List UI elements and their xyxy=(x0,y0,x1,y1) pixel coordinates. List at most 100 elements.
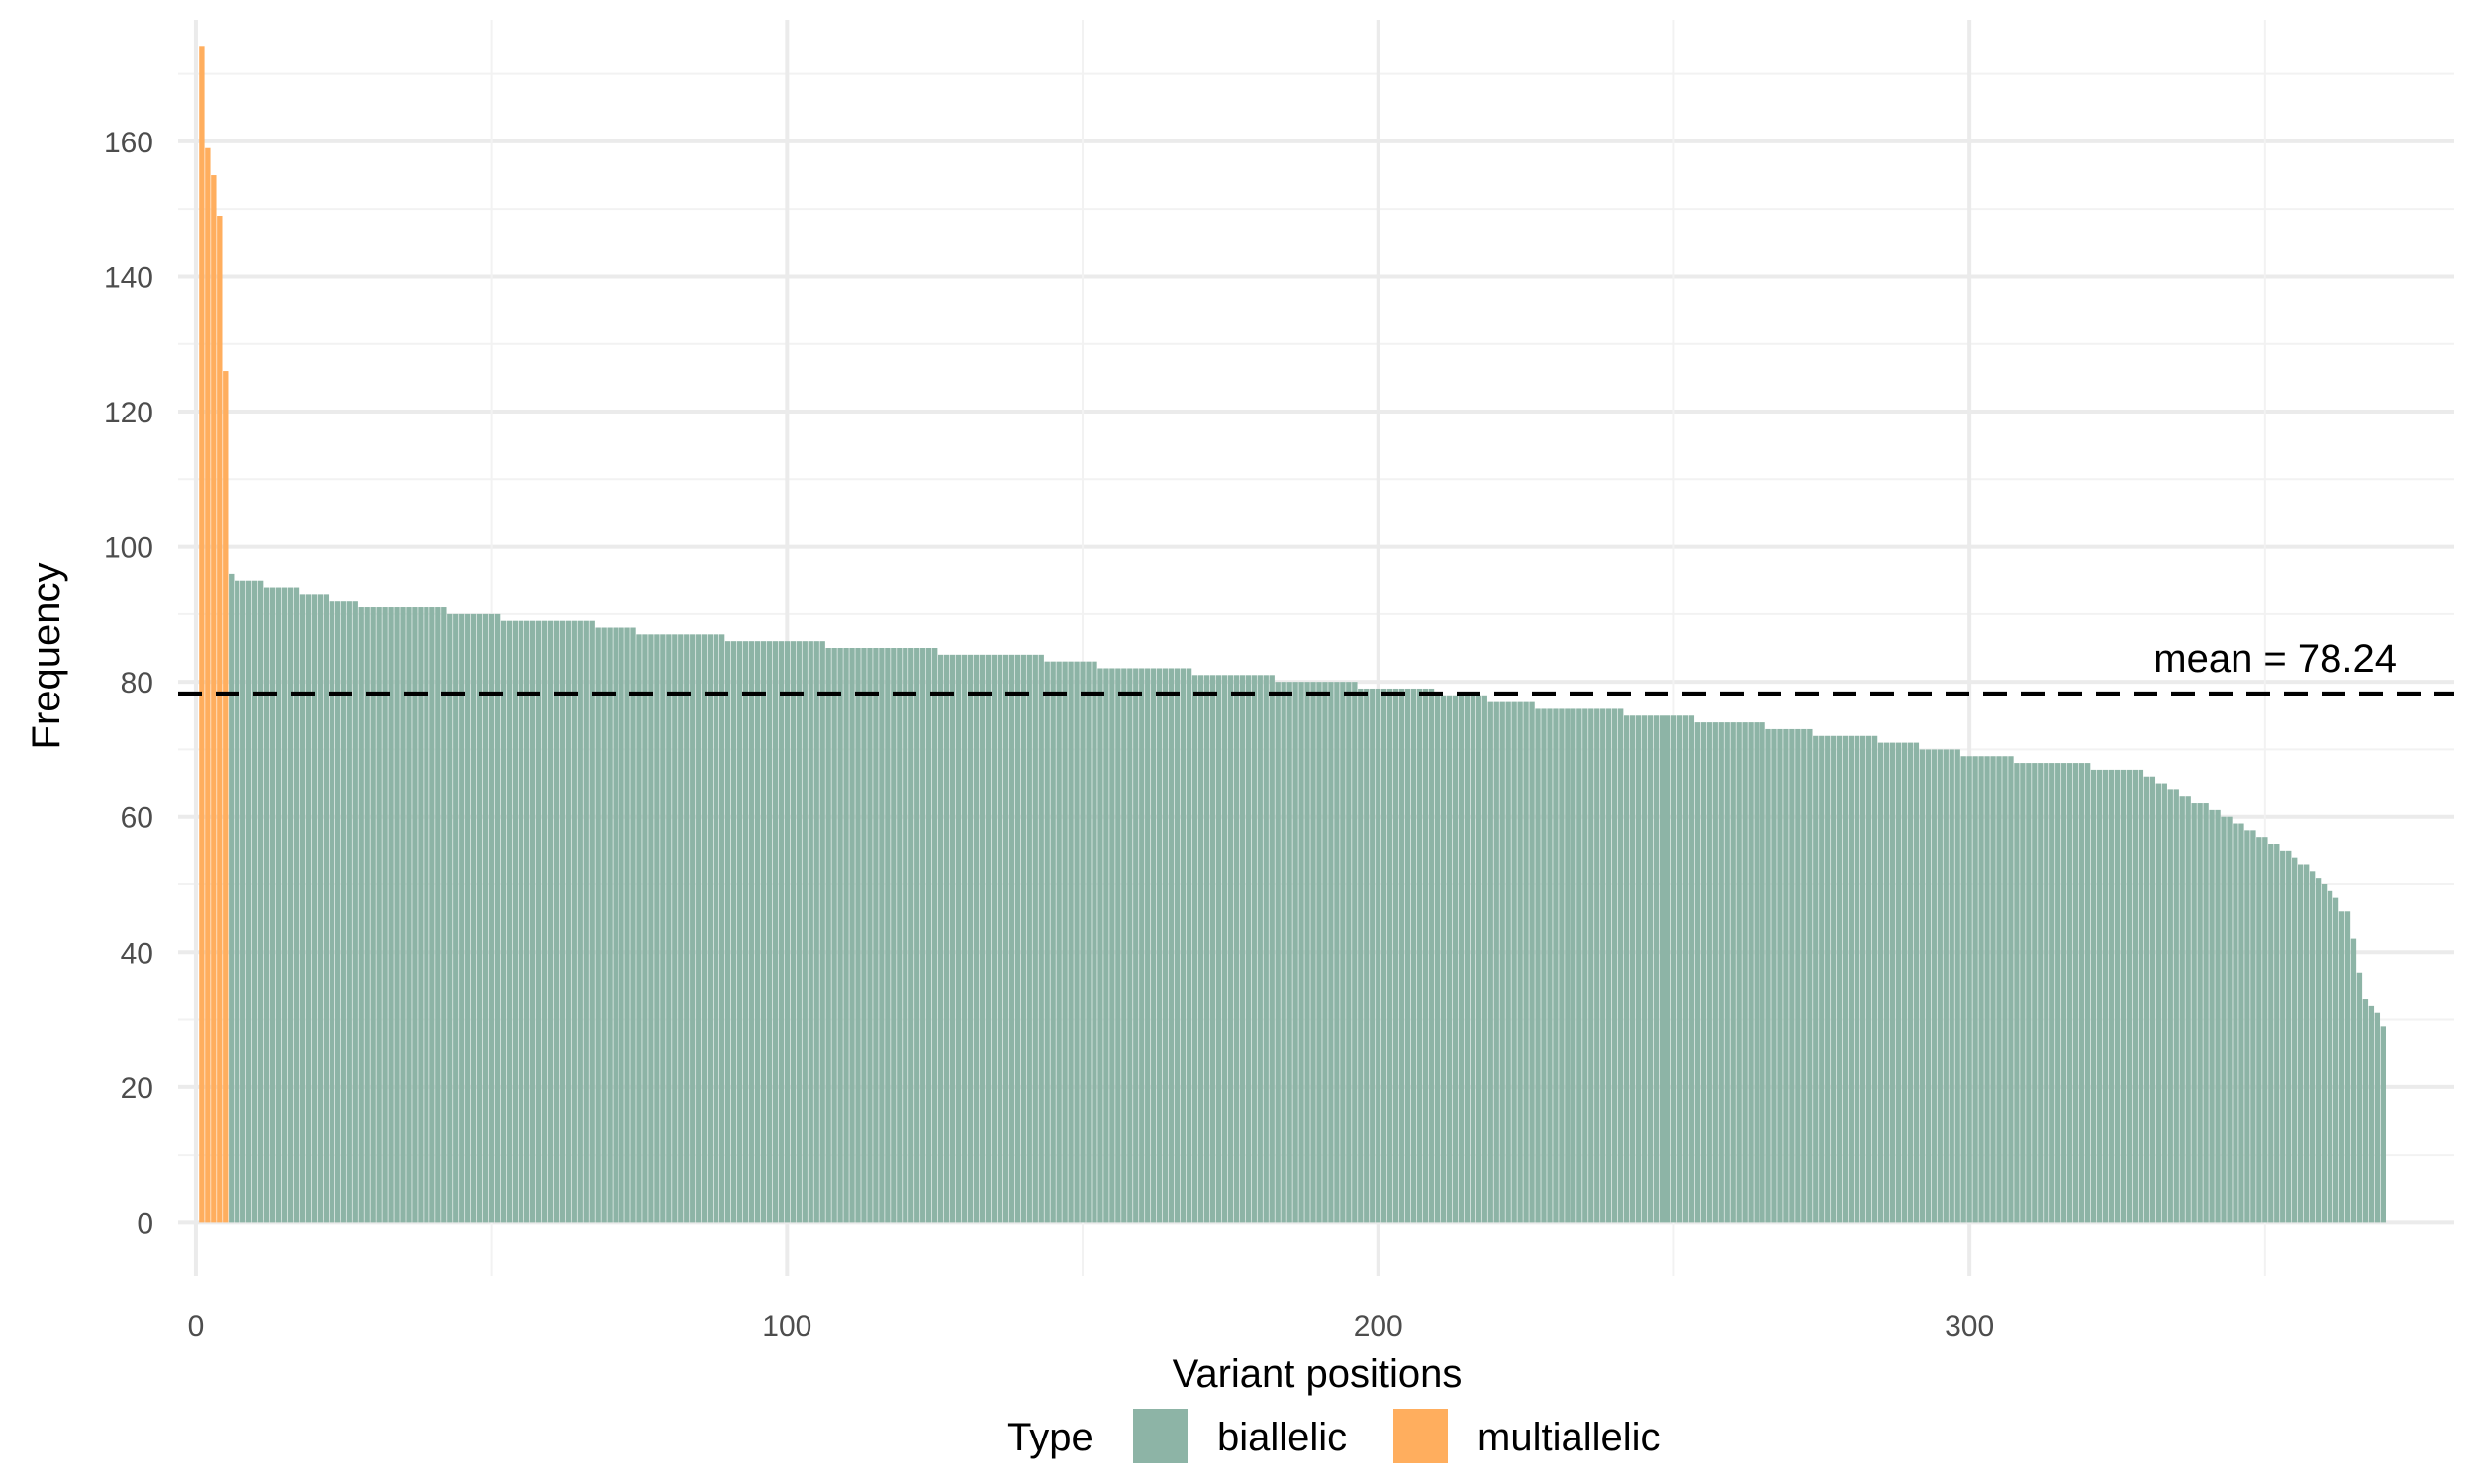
bar-biallelic xyxy=(2072,763,2079,1223)
bar-biallelic xyxy=(441,607,447,1223)
bar-biallelic xyxy=(2191,803,2197,1223)
bar-biallelic xyxy=(1422,688,1429,1223)
bar-biallelic xyxy=(2120,769,2127,1223)
bar-biallelic xyxy=(1168,668,1175,1223)
bar-biallelic xyxy=(559,620,565,1223)
bar-biallelic xyxy=(2143,776,2150,1223)
bar-biallelic xyxy=(1523,701,1529,1223)
bar-biallelic xyxy=(1883,742,1890,1223)
bar-biallelic xyxy=(696,634,702,1223)
bar-biallelic xyxy=(2049,763,2055,1223)
bar-biallelic xyxy=(1565,708,1570,1223)
bar-biallelic xyxy=(1559,708,1565,1223)
bar-biallelic xyxy=(1641,715,1648,1223)
bar-biallelic xyxy=(2256,837,2262,1223)
bar-biallelic xyxy=(660,634,666,1223)
bar-biallelic xyxy=(1398,688,1405,1223)
bar-biallelic xyxy=(323,594,330,1223)
y-tick-label: 80 xyxy=(121,667,153,699)
bar-biallelic xyxy=(317,594,324,1223)
bar-biallelic xyxy=(1505,701,1511,1223)
bar-biallelic xyxy=(1446,695,1453,1223)
bar-biallelic xyxy=(494,613,501,1223)
bar-biallelic xyxy=(1452,695,1459,1223)
bar-biallelic xyxy=(1416,688,1423,1223)
mean-annotation: mean = 78.24 xyxy=(2153,637,2397,681)
bar-biallelic xyxy=(790,641,796,1223)
bar-biallelic xyxy=(418,607,424,1223)
bar-biallelic xyxy=(1209,675,1216,1223)
bar-biallelic xyxy=(583,620,589,1223)
bar-biallelic xyxy=(388,607,394,1223)
bar-biallelic xyxy=(1139,668,1145,1223)
legend: Type biallelic multiallelic xyxy=(1007,1409,1661,1463)
bar-biallelic xyxy=(482,613,489,1223)
bar-biallelic xyxy=(263,587,270,1223)
bar-biallelic xyxy=(229,573,235,1223)
bar-biallelic xyxy=(370,607,376,1223)
bar-biallelic xyxy=(1221,675,1228,1223)
bar-biallelic xyxy=(796,641,802,1223)
bar-biallelic xyxy=(1074,661,1080,1223)
bar-biallelic xyxy=(2032,763,2038,1223)
bar-biallelic xyxy=(1629,715,1636,1223)
bar-biallelic xyxy=(2292,857,2298,1223)
bar-biallelic xyxy=(488,613,495,1223)
bar-biallelic xyxy=(1665,715,1671,1223)
bar-biallelic xyxy=(1340,682,1346,1223)
bar-biallelic xyxy=(1286,682,1292,1223)
bar-biallelic xyxy=(1541,708,1547,1223)
bar-biallelic xyxy=(943,654,950,1223)
x-tick-labels: 0 100 200 300 xyxy=(188,1310,1995,1343)
bar-biallelic xyxy=(535,620,542,1223)
bar-biallelic xyxy=(967,654,974,1223)
bar-biallelic xyxy=(1801,728,1807,1223)
bar-biallelic xyxy=(1877,742,1884,1223)
bar-biallelic xyxy=(2368,1005,2375,1223)
legend-swatch-multiallelic xyxy=(1393,1409,1448,1463)
bar-biallelic xyxy=(879,648,885,1223)
bar-biallelic xyxy=(1062,661,1068,1223)
bar-biallelic xyxy=(1499,701,1505,1223)
bar-biallelic xyxy=(1889,742,1896,1223)
bar-biallelic xyxy=(885,648,891,1223)
bar-biallelic xyxy=(607,627,613,1223)
x-tick-label: 0 xyxy=(188,1310,205,1343)
bar-biallelic xyxy=(1931,749,1937,1223)
bar-biallelic xyxy=(624,627,630,1223)
bar-biallelic xyxy=(1736,722,1742,1223)
bar-biallelic xyxy=(1197,675,1204,1223)
bar-biallelic xyxy=(1535,708,1541,1223)
bar-biallelic xyxy=(1239,675,1246,1223)
bar-biallelic xyxy=(2244,830,2250,1223)
bar-biallelic xyxy=(914,648,920,1223)
bar-biallelic xyxy=(1352,682,1358,1223)
bar-biallelic xyxy=(406,607,412,1223)
bar-biallelic xyxy=(1529,701,1535,1223)
bar-biallelic xyxy=(2002,756,2008,1223)
bar-biallelic xyxy=(1895,742,1902,1223)
bar-biallelic xyxy=(2173,789,2179,1223)
bar-biallelic xyxy=(754,641,761,1223)
bar-biallelic xyxy=(920,648,926,1223)
bar-biallelic xyxy=(718,634,725,1223)
bar-biallelic xyxy=(819,641,825,1223)
bar-biallelic xyxy=(713,634,719,1223)
bar-biallelic xyxy=(2026,763,2032,1223)
x-tick-label: 300 xyxy=(1945,1310,1994,1343)
bar-biallelic xyxy=(1121,668,1127,1223)
bar-biallelic xyxy=(2078,763,2085,1223)
bar-biallelic xyxy=(2233,823,2238,1223)
bar-biallelic xyxy=(837,648,843,1223)
bar-biallelic xyxy=(2084,763,2091,1223)
bar-biallelic xyxy=(1606,708,1612,1223)
bar-biallelic xyxy=(1960,756,1966,1223)
bar-biallelic xyxy=(358,607,364,1223)
bar-biallelic xyxy=(1760,722,1765,1223)
y-axis-title: Frequency xyxy=(25,563,68,750)
bar-biallelic xyxy=(1115,668,1121,1223)
bar-biallelic xyxy=(2044,763,2049,1223)
bar-biallelic xyxy=(1475,695,1481,1223)
bar-biallelic xyxy=(1777,728,1783,1223)
bar-biallelic xyxy=(1594,708,1600,1223)
